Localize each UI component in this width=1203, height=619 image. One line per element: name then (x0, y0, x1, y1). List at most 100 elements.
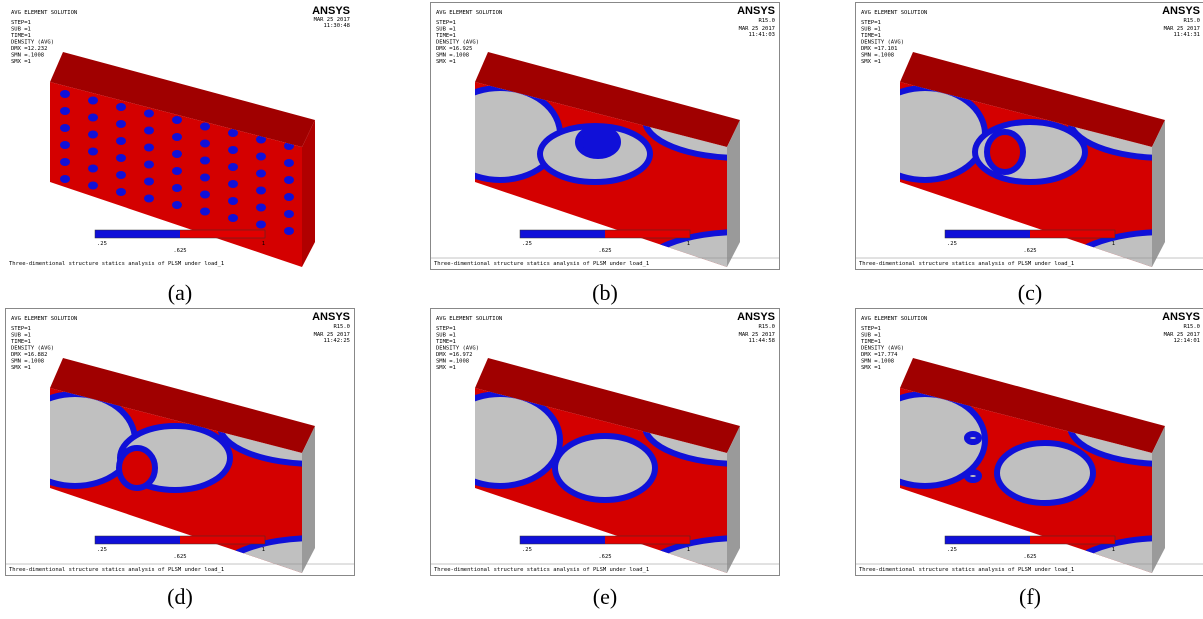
legend-low (945, 230, 1030, 238)
time: 11:44:58 (749, 338, 776, 344)
legend-high (605, 230, 690, 238)
legend-high (1030, 536, 1115, 544)
info-line: DENSITY (AVG) (11, 40, 54, 46)
legend-high (180, 230, 265, 238)
caption: Three-dimentional structure statics anal… (9, 261, 224, 267)
density-dot (144, 127, 154, 135)
header: AVG ELEMENT SOLUTION (436, 316, 502, 322)
density-dot (228, 163, 238, 171)
legend-label: .625 (1023, 248, 1036, 254)
density-dot (228, 180, 238, 188)
info-line: DMX =17.774 (861, 352, 898, 358)
density-dot (256, 170, 266, 178)
info-line: STEP=1 (11, 326, 31, 332)
legend-label: 1 (687, 547, 690, 553)
density-dot (60, 90, 70, 98)
legend-label: 1 (262, 241, 265, 247)
release: R15.0 (758, 18, 775, 24)
figure: AVG ELEMENT SOLUTIONSTEP=1SUB =1TIME=1DE… (0, 0, 1203, 619)
caption: Three-dimentional structure statics anal… (434, 261, 649, 267)
info-line: DENSITY (AVG) (861, 40, 904, 46)
density-dot (60, 175, 70, 183)
caption: Three-dimentional structure statics anal… (434, 567, 649, 573)
density-dot (256, 204, 266, 212)
void-region (997, 443, 1093, 503)
density-dot (284, 227, 294, 235)
density-dot (116, 154, 126, 162)
info-line: DMX =17.101 (861, 46, 897, 52)
info-line: SMN =.1008 (436, 53, 469, 59)
density-dot (200, 174, 210, 182)
info-line: SMX =1 (436, 59, 456, 65)
density-dot (172, 116, 182, 124)
density-dot (228, 146, 238, 154)
info-line: STEP=1 (861, 326, 881, 332)
density-dot (60, 107, 70, 115)
density-dot (144, 144, 154, 152)
subfigure-label: (a) (5, 280, 355, 306)
density-dot (172, 201, 182, 209)
legend-label: .25 (947, 547, 957, 553)
density-dot (228, 214, 238, 222)
info-line: SMX =1 (436, 365, 456, 371)
legend-label: .625 (173, 554, 186, 560)
info-line: DMX =16.972 (436, 352, 472, 358)
legend-label: .25 (522, 547, 532, 553)
caption: Three-dimentional structure statics anal… (859, 261, 1074, 267)
info-line: DMX =12.232 (11, 46, 47, 52)
time: 11:41:31 (1174, 32, 1201, 38)
density-dot (144, 110, 154, 118)
legend-label: .625 (1023, 554, 1036, 560)
info-line: TIME=1 (11, 339, 31, 345)
legend-label: .25 (97, 241, 107, 247)
subfigure-label: (d) (5, 584, 355, 610)
legend-label: .25 (97, 547, 107, 553)
density-dot (116, 120, 126, 128)
release: R15.0 (758, 324, 775, 330)
density-dot (88, 131, 98, 139)
info-line: SMX =1 (11, 365, 31, 371)
density-dot (116, 171, 126, 179)
density-dot (88, 165, 98, 173)
legend-low (520, 536, 605, 544)
info-line: SMN =.1008 (11, 53, 44, 59)
void-region (967, 472, 979, 480)
info-line: TIME=1 (861, 33, 881, 39)
header: AVG ELEMENT SOLUTION (861, 10, 927, 16)
void-region (578, 128, 618, 156)
legend-low (520, 230, 605, 238)
caption: Three-dimentional structure statics anal… (9, 567, 224, 573)
brand: ANSYS (312, 311, 350, 323)
info-line: TIME=1 (861, 339, 881, 345)
density-dot (144, 178, 154, 186)
legend-low (945, 536, 1030, 544)
legend-high (605, 536, 690, 544)
info-line: SMN =.1008 (436, 359, 469, 365)
density-dot (116, 137, 126, 145)
density-dot (284, 159, 294, 167)
header: AVG ELEMENT SOLUTION (861, 316, 927, 322)
density-dot (88, 97, 98, 105)
density-dot (256, 187, 266, 195)
density-dot (172, 167, 182, 175)
brand: ANSYS (737, 5, 775, 17)
subfigure-label: (c) (855, 280, 1203, 306)
density-dot (144, 161, 154, 169)
info-line: SUB =1 (861, 27, 881, 33)
subfigure-label: (b) (430, 280, 780, 306)
density-dot (256, 153, 266, 161)
info-line: SMN =.1008 (861, 53, 894, 59)
density-dot (116, 188, 126, 196)
brand: ANSYS (1162, 5, 1200, 17)
legend-label: .625 (598, 554, 611, 560)
caption: Three-dimentional structure statics anal… (859, 567, 1074, 573)
info-line: SMX =1 (861, 59, 881, 65)
legend-high (1030, 230, 1115, 238)
void-region (555, 436, 655, 500)
density-dot (200, 140, 210, 148)
info-line: DMX =16.925 (436, 46, 472, 52)
info-line: DENSITY (AVG) (436, 40, 479, 46)
